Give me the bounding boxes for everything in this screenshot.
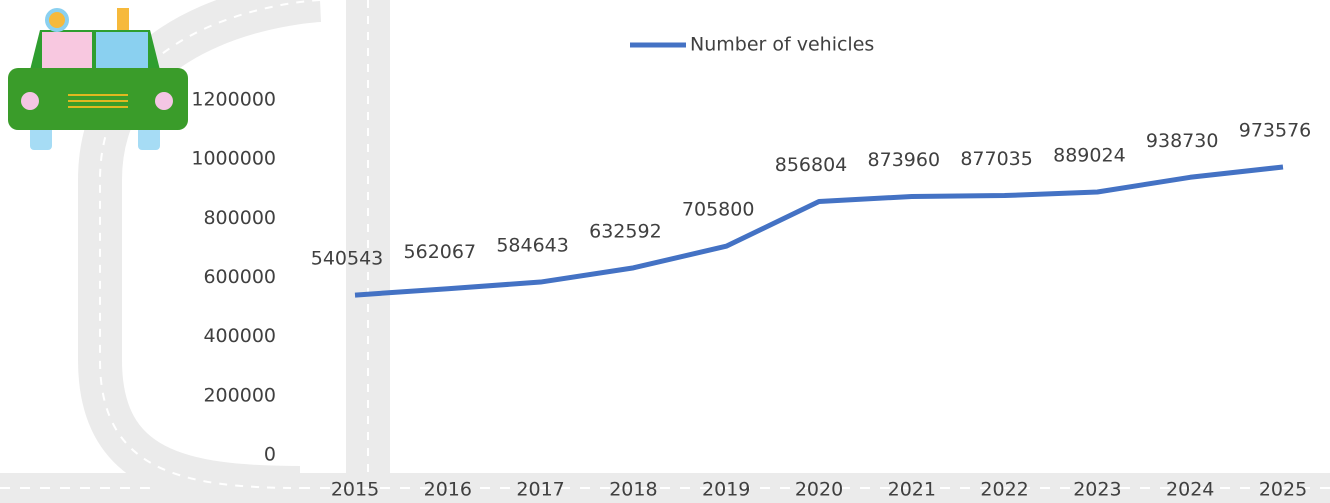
y-tick-label: 600000 (203, 266, 276, 288)
chart: 0 200000 400000 600000 800000 1000000 1200000 2… (0, 0, 1330, 503)
x-tick-label: 2018 (609, 479, 657, 501)
data-line (355, 167, 1283, 295)
x-tick-label: 2015 (331, 479, 379, 501)
data-label: 632592 (589, 220, 662, 242)
data-label: 973576 (1239, 119, 1312, 141)
x-tick-label: 2021 (888, 479, 936, 501)
x-tick-label: 2016 (424, 479, 472, 501)
y-tick-label: 1000000 (191, 148, 276, 170)
data-label: 877035 (960, 148, 1033, 170)
x-tick-label: 2020 (795, 479, 843, 501)
x-tick-label: 2024 (1166, 479, 1214, 501)
x-tick-label: 2023 (1073, 479, 1121, 501)
y-tick-label: 0 (264, 444, 276, 466)
data-label: 938730 (1146, 130, 1219, 152)
data-label: 562067 (404, 241, 477, 263)
x-tick-label: 2019 (702, 479, 750, 501)
x-tick-label: 2017 (516, 479, 564, 501)
data-label: 856804 (775, 154, 848, 176)
y-tick-label: 400000 (203, 325, 276, 347)
y-tick-label: 200000 (203, 384, 276, 406)
data-label: 705800 (682, 199, 755, 221)
road-decoration (0, 0, 1330, 503)
data-label: 873960 (868, 149, 941, 171)
x-tick-label: 2022 (980, 479, 1028, 501)
data-label: 540543 (311, 248, 384, 270)
x-tick-label: 2025 (1259, 479, 1307, 501)
data-label: 889024 (1053, 144, 1126, 166)
data-label: 584643 (496, 235, 569, 257)
y-tick-label: 800000 (203, 207, 276, 229)
y-tick-label: 1200000 (191, 89, 276, 111)
legend-label: Number of vehicles (690, 34, 874, 56)
